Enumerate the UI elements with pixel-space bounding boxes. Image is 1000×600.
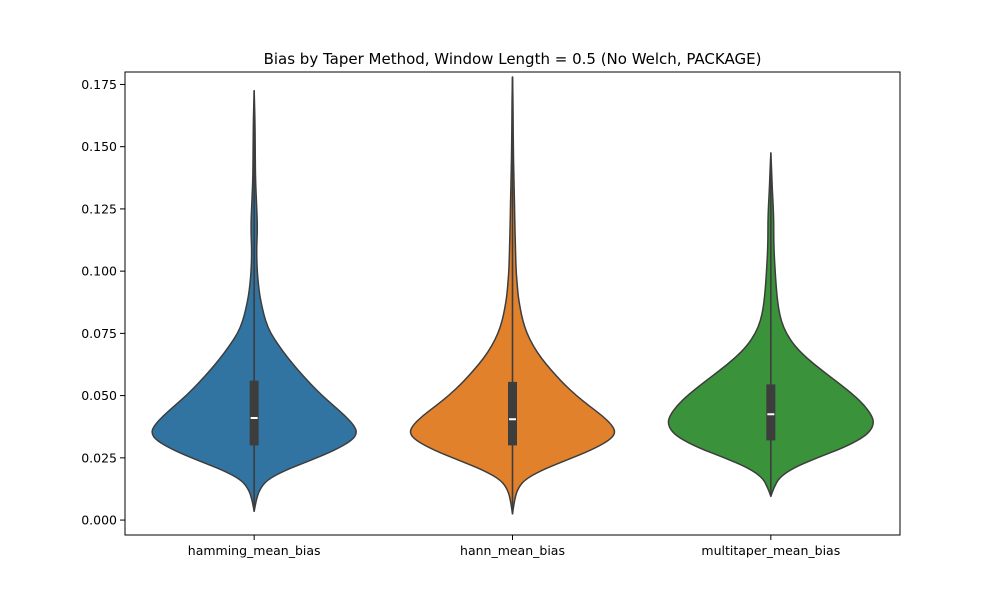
y-tick-label: 0.050 <box>81 388 117 403</box>
x-tick-label: hann_mean_bias <box>460 543 565 558</box>
y-tick-label: 0.025 <box>81 450 117 465</box>
chart-title: Bias by Taper Method, Window Length = 0.… <box>264 50 762 68</box>
iqr-box-hamming_mean_bias <box>249 380 259 446</box>
plot-area <box>151 76 874 515</box>
iqr-box-multitaper_mean_bias <box>766 384 776 441</box>
axes-frame <box>124 71 901 536</box>
y-axis: 0.000 0.025 0.050 0.075 0.100 0.125 0.150 0.175 <box>81 77 125 528</box>
y-tick-label: 0.100 <box>81 264 117 279</box>
y-tick-label: 0.125 <box>81 201 117 216</box>
x-tick-label: multitaper_mean_bias <box>701 543 840 558</box>
y-tick-label: 0.075 <box>81 326 117 341</box>
y-tick-label: 0.175 <box>81 77 117 92</box>
y-tick-label: 0.000 <box>81 513 117 528</box>
x-tick-label: hamming_mean_bias <box>188 543 321 558</box>
x-axis: hamming_mean_bias hann_mean_bias multitape… <box>188 535 840 558</box>
y-tick-label: 0.150 <box>81 139 117 154</box>
iqr-box-hann_mean_bias <box>508 381 517 446</box>
